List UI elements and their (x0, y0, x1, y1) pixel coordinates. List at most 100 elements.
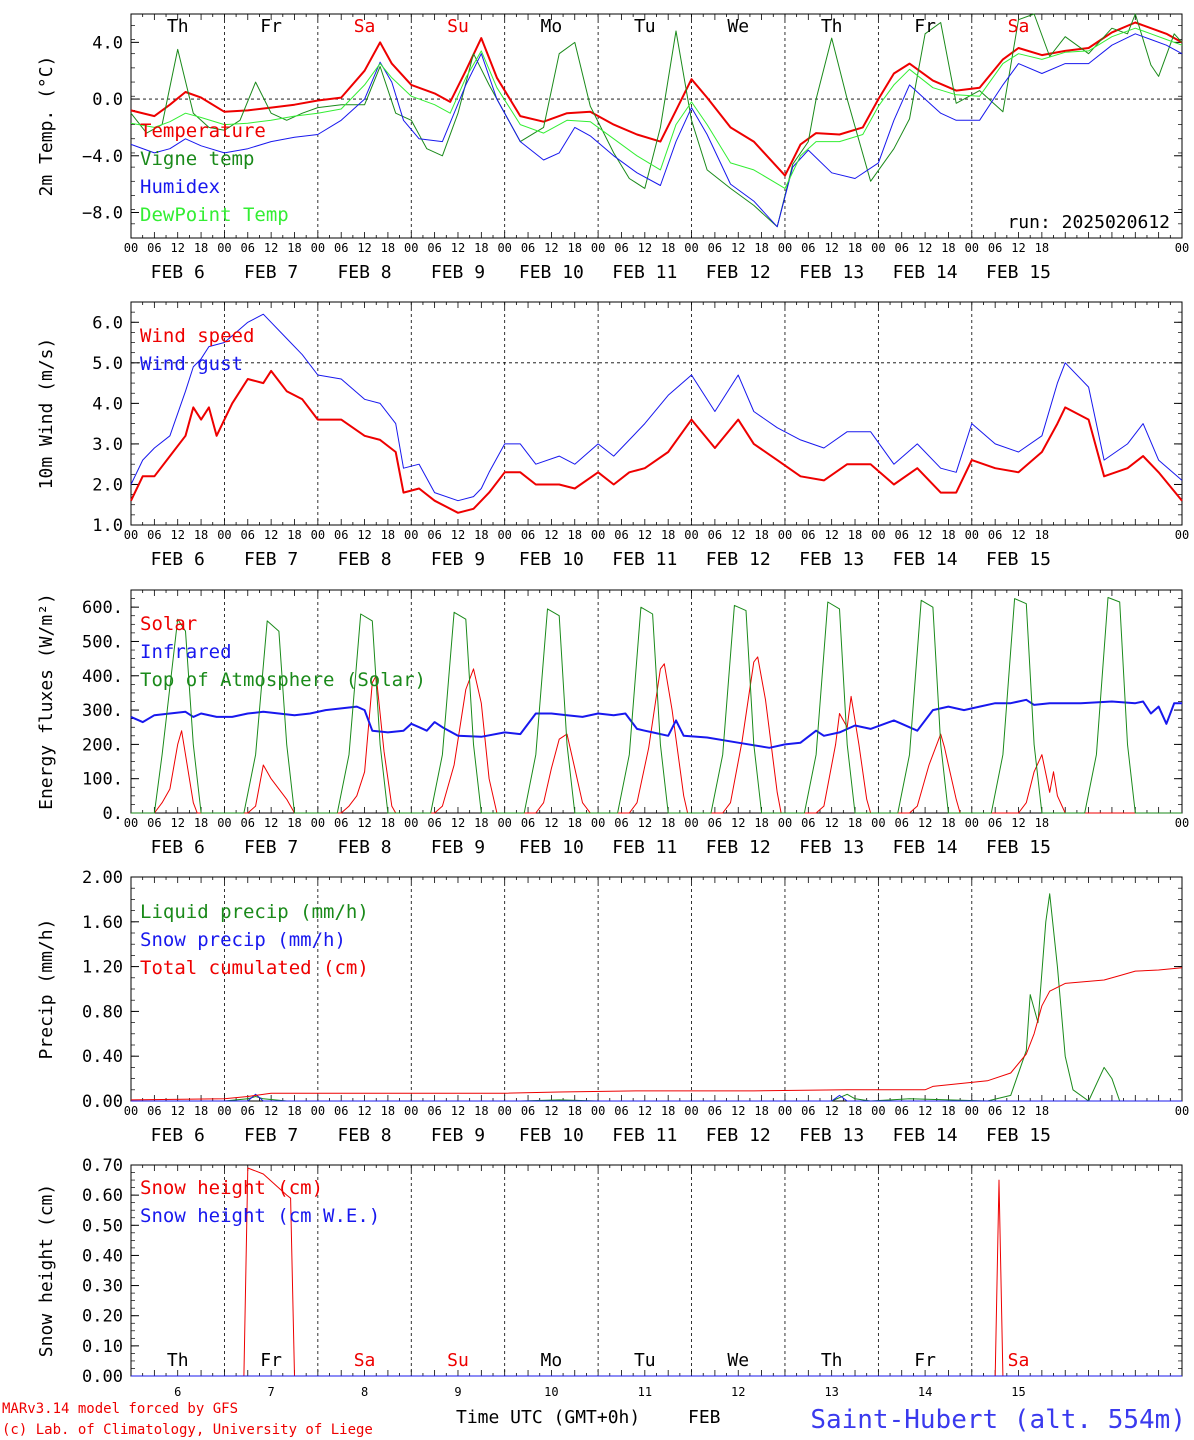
date-label: FEB 14 (893, 837, 958, 858)
hour-tick-label: 18 (381, 241, 395, 255)
hour-tick-label: 12 (357, 816, 371, 830)
series-line-snow-height-cm- (131, 1167, 1182, 1377)
hour-tick-label: 12 (264, 241, 278, 255)
hour-tick-label: 12 (544, 1104, 558, 1118)
hour-tick-label: 18 (754, 1104, 768, 1118)
day-of-week-label: Mo (541, 16, 563, 37)
day-number-label: 11 (638, 1385, 652, 1399)
series-line-infrared (130, 698, 1182, 749)
series-line-temperature (130, 21, 1183, 177)
hour-tick-label: 06 (988, 816, 1002, 830)
y-tick-label: 0.30 (82, 1277, 123, 1297)
legend-item: Total cumulated (cm) (140, 957, 369, 979)
hour-tick-label: 06 (427, 1104, 441, 1118)
y-tick-label: 200. (82, 735, 123, 755)
day-of-week-label: Th (167, 1350, 189, 1371)
day-number-label: 12 (731, 1385, 745, 1399)
hour-tick-label: 12 (1011, 241, 1025, 255)
x-axis-label: Time UTC (GMT+0h) (456, 1407, 640, 1428)
y-axis-label: 10m Wind (m/s) (36, 338, 57, 490)
date-label: FEB 7 (244, 549, 298, 570)
y-axis-label: Precip (mm/h) (36, 919, 57, 1060)
hour-tick-label: 00 (778, 241, 792, 255)
hour-tick-label: 12 (638, 816, 652, 830)
hour-tick-label: 18 (194, 1104, 208, 1118)
hour-tick-label: 00 (497, 528, 511, 542)
hour-tick-label: 12 (264, 528, 278, 542)
date-label: FEB 10 (519, 1125, 584, 1146)
hour-tick-label: 18 (474, 816, 488, 830)
day-of-week-label: Fr (914, 16, 936, 37)
date-label: FEB 11 (612, 837, 677, 858)
hour-tick-label: 00 (404, 816, 418, 830)
hour-tick-label: 18 (474, 1104, 488, 1118)
day-of-week-label: Su (447, 16, 469, 37)
hour-tick-label: 12 (918, 816, 932, 830)
legend-item: Liquid precip (mm/h) (140, 901, 369, 923)
hour-tick-label: 12 (451, 241, 465, 255)
hour-tick-label: 12 (1011, 528, 1025, 542)
series-line-humidex (130, 33, 1183, 228)
date-label: FEB 6 (151, 549, 205, 570)
date-label: FEB 15 (986, 262, 1051, 283)
series-line-dewpoint-temp (130, 27, 1183, 189)
hour-tick-label: 00 (965, 816, 979, 830)
y-tick-label: −4.0 (82, 147, 123, 167)
hour-tick-label: 12 (544, 241, 558, 255)
legend-item: Snow height (cm) (140, 1177, 323, 1199)
hour-tick-label: 06 (147, 1104, 161, 1118)
day-of-week-label: Fr (914, 1350, 936, 1371)
hour-tick-label: 00 (124, 816, 138, 830)
hour-tick-label: 06 (801, 1104, 815, 1118)
hour-tick-label: 12 (357, 1104, 371, 1118)
hour-tick-label: 06 (334, 241, 348, 255)
hour-tick-label: 00 (778, 816, 792, 830)
hour-tick-label: 12 (638, 1104, 652, 1118)
hour-tick-label: 06 (147, 816, 161, 830)
hour-tick-label: 06 (241, 528, 255, 542)
hour-tick-label: 00 (404, 528, 418, 542)
date-label: FEB 6 (151, 837, 205, 858)
date-label: FEB 9 (431, 837, 485, 858)
model-credit: MARv3.14 model forced by GFS (2, 1401, 238, 1417)
hour-tick-label: 06 (521, 241, 535, 255)
hour-tick-label: 12 (638, 528, 652, 542)
hour-tick-label: 18 (287, 528, 301, 542)
y-axis-label: 2m Temp. (°C) (36, 56, 57, 197)
y-tick-label: 400. (82, 667, 123, 687)
hour-tick-label: 00 (1175, 528, 1189, 542)
date-label: FEB 11 (612, 1125, 677, 1146)
hour-tick-label: 12 (918, 1104, 932, 1118)
hour-tick-label: 12 (824, 816, 838, 830)
hour-tick-label: 06 (614, 528, 628, 542)
date-label: FEB 6 (151, 262, 205, 283)
panel-3: 600. 500. 400. 300. 200. 100. 0. Energy fluxes … (36, 589, 1189, 858)
date-label: FEB 13 (799, 1125, 864, 1146)
hour-tick-label: 06 (708, 528, 722, 542)
legend-item: Wind gust (140, 353, 243, 375)
hour-tick-label: 18 (381, 1104, 395, 1118)
date-label: FEB 9 (431, 1125, 485, 1146)
date-label: FEB 14 (893, 1125, 958, 1146)
hour-tick-label: 18 (1035, 241, 1049, 255)
hour-tick-label: 06 (614, 241, 628, 255)
hour-tick-label: 12 (731, 816, 745, 830)
hour-tick-label: 06 (614, 1104, 628, 1118)
panel-2: 6.0 5.0 4.0 3.0 2.0 1.0 10m Wind (m/s) Wind spe… (36, 301, 1189, 570)
hour-tick-label: 06 (427, 528, 441, 542)
day-of-week-label: We (727, 16, 749, 37)
hour-tick-label: 06 (427, 816, 441, 830)
hour-tick-label: 18 (661, 528, 675, 542)
hour-tick-label: 18 (848, 528, 862, 542)
y-axis-label: Snow height (cm) (36, 1184, 57, 1357)
y-tick-label: 0.00 (82, 1367, 123, 1387)
hour-tick-label: 06 (241, 241, 255, 255)
hour-tick-label: 00 (217, 816, 231, 830)
date-label: FEB 10 (519, 549, 584, 570)
hour-tick-label: 06 (708, 1104, 722, 1118)
hour-tick-label: 12 (544, 528, 558, 542)
hour-tick-label: 06 (988, 1104, 1002, 1118)
hour-tick-label: 12 (824, 241, 838, 255)
hour-tick-label: 18 (1035, 1104, 1049, 1118)
day-of-week-label: We (727, 1350, 749, 1371)
